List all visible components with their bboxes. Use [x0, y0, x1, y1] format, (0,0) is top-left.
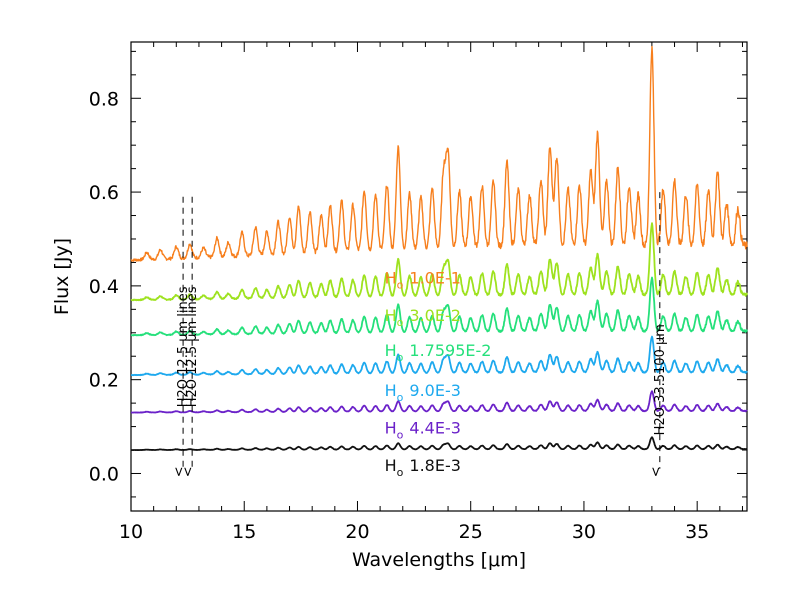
series-label-sub: o	[397, 466, 404, 479]
series-layer	[130, 45, 748, 451]
series-label-value: 1.0E-1	[409, 269, 461, 288]
series-label-value: 1.8E-3	[409, 456, 461, 475]
series-label-value: 4.4E-3	[409, 419, 461, 438]
y-tick-label: 0.4	[89, 276, 119, 298]
series-line	[130, 335, 748, 377]
x-tick-label: 35	[685, 521, 709, 543]
series-label-value: 3.0E-2	[409, 306, 461, 325]
marker-arrow: <	[181, 466, 196, 477]
x-axis-title: Wavelengths [μm]	[352, 549, 526, 571]
series-label: Ho 1.0E-1	[385, 269, 461, 292]
x-tick-label: 15	[232, 521, 256, 543]
plot-frame	[130, 41, 748, 512]
series-label-value: 1.7595E-2	[409, 341, 491, 360]
y-tick-label: 0.2	[89, 370, 119, 392]
series-label-sub: o	[397, 391, 404, 404]
series-label-sub: o	[397, 351, 404, 364]
series-label: Ho 3.0E-2	[385, 306, 461, 329]
series-label-prefix: H	[385, 306, 397, 325]
series-label-sub: o	[397, 279, 404, 292]
y-axis-title: Flux [Jy]	[51, 238, 73, 315]
marker-arrow: <	[649, 466, 664, 477]
axis-ticks: 10 15 20 25 30 35 0.0 0.2 0.4 0.6 0.8	[89, 42, 747, 543]
series-label-prefix: H	[385, 269, 397, 288]
marker-label: H2O 12.5 μm lines	[185, 286, 200, 407]
series-line	[130, 222, 748, 302]
x-tick-label: 30	[572, 521, 596, 543]
series-label-prefix: H	[385, 381, 397, 400]
series-line	[130, 45, 748, 262]
marker-label: H2O 12.5 μm lines	[176, 286, 191, 407]
marker-arrow: <	[172, 466, 187, 477]
series-line	[130, 276, 748, 337]
series-label: Ho 4.4E-3	[385, 419, 461, 442]
series-label-sub: o	[397, 316, 404, 329]
y-tick-label: 0.6	[89, 182, 119, 204]
marker-label: H2O 33.5100 μm	[653, 324, 668, 435]
series-label-value: 9.0E-3	[409, 381, 461, 400]
series-label-prefix: H	[385, 456, 397, 475]
y-tick-label: 0.0	[89, 463, 119, 485]
series-label-sub: o	[397, 429, 404, 442]
series-label: Ho 1.8E-3	[385, 456, 461, 479]
x-tick-label: 10	[119, 521, 143, 543]
series-label: Ho 1.7595E-2	[385, 341, 492, 364]
y-tick-label: 0.8	[89, 88, 119, 110]
series-line	[130, 436, 748, 451]
series-labels: Ho 1.0E-1 Ho 3.0E-2 Ho 1.7595E-2 Ho 9.0E-3 Ho 4.4…	[385, 269, 492, 480]
series-label-prefix: H	[385, 419, 397, 438]
series-label-prefix: H	[385, 341, 397, 360]
series-label: Ho 9.0E-3	[385, 381, 461, 404]
series-line	[130, 390, 748, 414]
x-tick-label: 25	[459, 521, 483, 543]
markers-layer: < H2O 12.5 μm lines < H2O 12.5 μm lines < H2O…	[172, 192, 668, 477]
x-tick-label: 20	[345, 521, 369, 543]
